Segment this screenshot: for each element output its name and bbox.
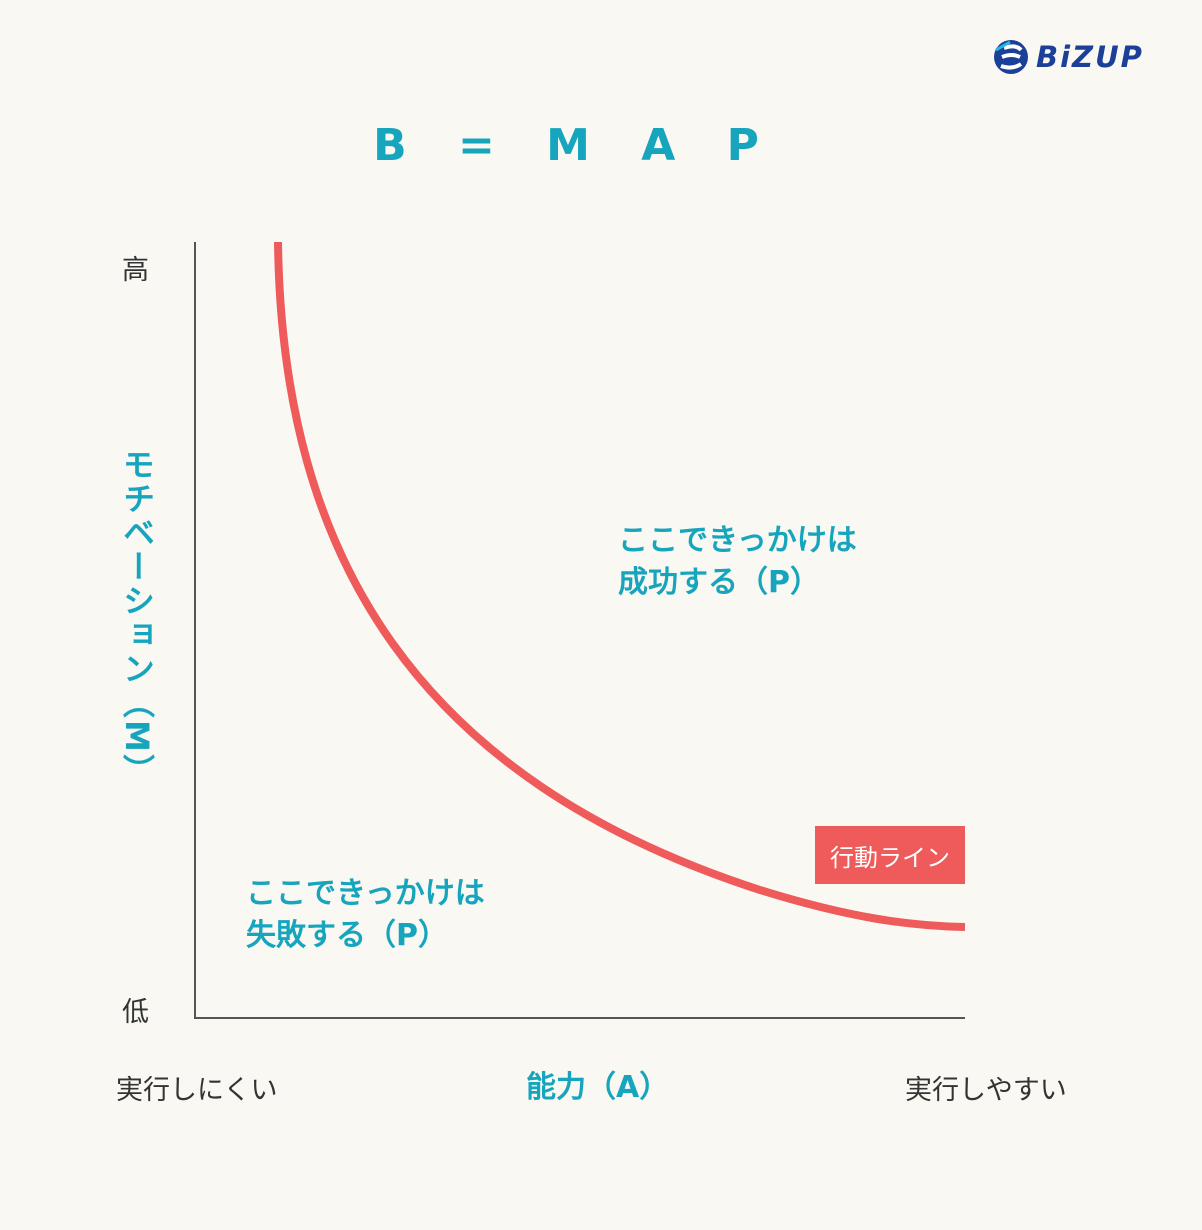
logo-text: BiZUP [1036,40,1144,74]
y-axis-high-label: 高 [122,255,149,286]
x-axis-title: 能力（A） [526,1070,670,1105]
action-line-path [274,241,966,931]
x-axis-left-label: 実行しにくい [116,1075,278,1106]
success-region-line1: ここできっかけは [618,523,857,558]
fail-region-text: ここできっかけは 失敗する（P） [246,873,485,957]
logo: BiZUP [992,36,1144,78]
success-region-text: ここできっかけは 成功する（P） [618,520,857,604]
page-title: B = M A P [373,120,777,171]
bizup-logo-icon [994,40,1028,74]
action-line-badge: 行動ライン [815,826,965,884]
y-axis-line [194,242,196,1019]
x-axis-line [194,1017,965,1019]
y-axis-low-label: 低 [122,997,149,1028]
success-region-line2: 成功する（P） [618,565,820,600]
fail-region-line1: ここできっかけは [246,876,485,911]
y-axis-title: モチベーション（M） [118,448,156,788]
fail-region-line2: 失敗する（P） [246,918,448,953]
x-axis-right-label: 実行しやすい [905,1075,1067,1106]
